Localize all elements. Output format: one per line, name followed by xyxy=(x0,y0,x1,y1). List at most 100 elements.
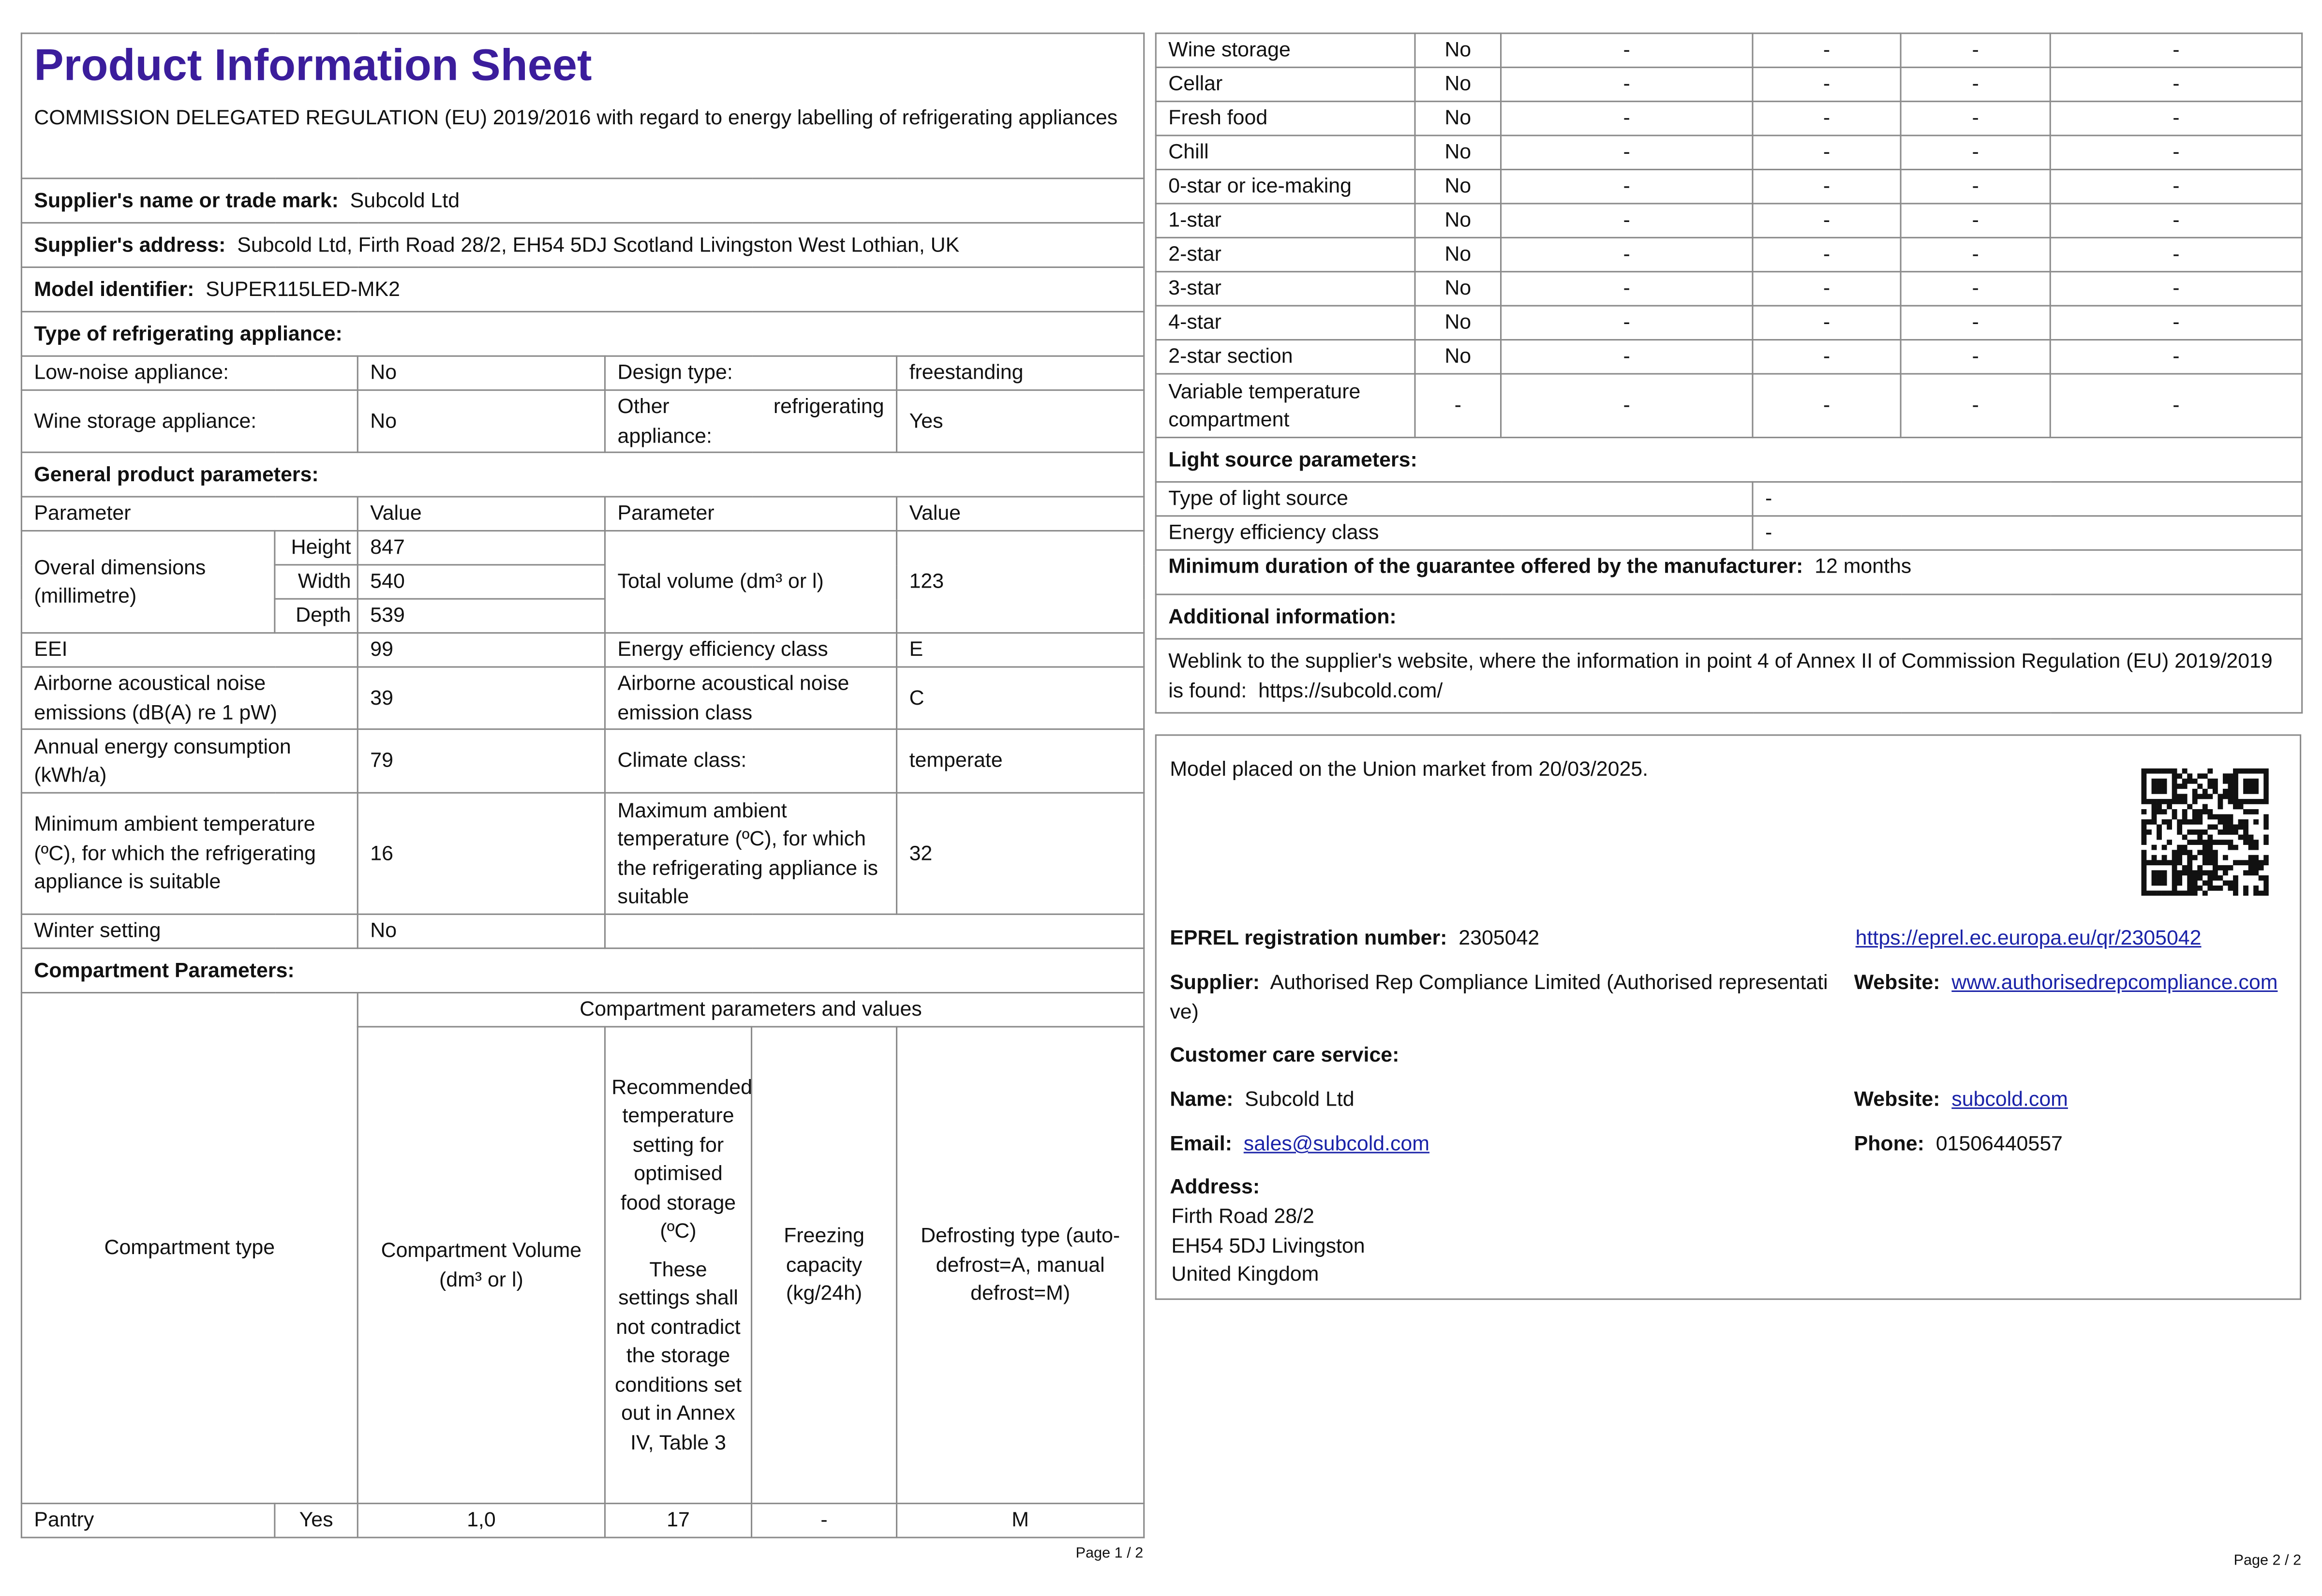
cell: - xyxy=(1900,32,2051,68)
qr-module xyxy=(2218,798,2223,804)
qr-module xyxy=(2141,880,2147,886)
element: EPREL registration number: 2305042 xyxy=(1170,924,1539,953)
qr-module xyxy=(2151,798,2157,804)
qr-module xyxy=(2228,814,2233,820)
qr-module xyxy=(2172,865,2177,871)
cell: 123 xyxy=(896,530,1145,634)
regulation: COMMISSION DELEGATED REGULATION (EU) 201… xyxy=(34,105,1118,129)
section-heading: Additional information: xyxy=(1155,593,2303,640)
qr-module xyxy=(2197,850,2203,856)
qr-module xyxy=(2212,850,2218,856)
qr-module xyxy=(2243,860,2248,866)
qr-module xyxy=(2218,804,2223,810)
qr-module xyxy=(2258,875,2264,881)
qr-module xyxy=(2263,824,2269,830)
qr-module xyxy=(2263,788,2269,794)
qr-module xyxy=(2141,865,2147,871)
qr-module xyxy=(2212,885,2218,891)
qr-module xyxy=(2151,890,2157,896)
cell: - xyxy=(2049,101,2303,136)
eprel-link[interactable]: https://eprel.ec.europa.eu/qr/2305042 xyxy=(1855,925,2202,949)
qr-module xyxy=(2207,834,2213,840)
table-row: Minimum duration of the guarantee offere… xyxy=(1155,549,2303,595)
cell: M xyxy=(896,1503,1145,1538)
cell: temperate xyxy=(896,728,1145,794)
element: https://eprel.ec.europa.eu/qr/2305042 xyxy=(1856,924,2202,953)
qr-module xyxy=(2192,809,2198,814)
cell: - xyxy=(1752,203,1902,238)
qr-module xyxy=(2263,814,2269,820)
cell: No xyxy=(1414,339,1502,375)
table-row: Supplier's address: Subcold Ltd, Firth R… xyxy=(20,222,1145,268)
qr-module xyxy=(2141,855,2147,860)
empty-cell xyxy=(604,913,1145,949)
table-row: Compartment Volume (dm³ or l) Recommende… xyxy=(21,1026,1145,1505)
qr-module xyxy=(2222,829,2228,835)
qr-module xyxy=(2228,885,2233,891)
element: Website: www.authorisedrepcompliance.com xyxy=(1854,968,2284,997)
qr-module xyxy=(2253,819,2259,825)
cell: No xyxy=(1414,168,1502,205)
qr-module xyxy=(2222,855,2228,860)
cell: Wine storage xyxy=(1155,32,1416,68)
qr-module xyxy=(2243,890,2248,896)
element: Phone: 01506440557 xyxy=(1854,1130,2063,1159)
qr-module xyxy=(2157,783,2162,789)
qr-module xyxy=(2228,819,2233,825)
email-link[interactable]: sales@subcold.com xyxy=(1243,1131,1429,1155)
element: Product Information Sheet COMMISSION DEL… xyxy=(20,32,1145,1538)
cell: No xyxy=(1414,305,1502,341)
website-link[interactable]: www.authorisedrepcompliance.com xyxy=(1951,970,2278,994)
cell: No xyxy=(1414,32,1502,68)
cell: No xyxy=(1414,101,1502,136)
qr-module xyxy=(2243,809,2248,814)
cell: 32 xyxy=(896,792,1145,915)
cell: - xyxy=(1500,305,1754,341)
qr-module xyxy=(2207,885,2213,891)
cell: - xyxy=(1752,101,1902,136)
cell: 39 xyxy=(357,666,606,730)
cell: - xyxy=(1900,339,2051,375)
element: Name: Subcold Ltd xyxy=(1170,1085,1354,1114)
compartment-row: Variable temperature compartment - - - - - xyxy=(1155,373,2303,439)
qr-module xyxy=(2141,890,2147,896)
qr-module xyxy=(2161,890,2167,896)
qr-module xyxy=(2263,783,2269,789)
qr-module xyxy=(2253,844,2259,850)
qr-module xyxy=(2238,768,2244,774)
qr-module xyxy=(2233,768,2238,774)
value: SUPER115LED-MK2 xyxy=(206,276,401,300)
table-row: Winter setting No xyxy=(20,913,1145,949)
qr-module xyxy=(2182,865,2188,871)
cell: - xyxy=(1500,339,1754,375)
qr-module xyxy=(2218,814,2223,820)
cell: Height xyxy=(274,530,358,566)
qr-module xyxy=(2187,860,2193,866)
qr-module xyxy=(2202,850,2208,856)
column-header: Value xyxy=(357,496,606,532)
website-link[interactable]: subcold.com xyxy=(1951,1086,2068,1110)
table-row: Light source parameters: xyxy=(1155,437,2303,483)
qr-module xyxy=(2263,778,2269,784)
qr-module xyxy=(2202,804,2208,810)
qr-module xyxy=(2172,814,2177,820)
qr-module xyxy=(2161,819,2167,825)
cell: 0-star or ice-making xyxy=(1155,168,1416,205)
qr-module xyxy=(2187,865,2193,871)
qr-module xyxy=(2141,783,2147,789)
qr-module xyxy=(2228,773,2233,779)
compartment-row: Fresh food No - - - - xyxy=(1155,101,2303,136)
element: Supplier: Authorised Rep Compliance Limi… xyxy=(1170,968,1836,1026)
qr-module xyxy=(2182,890,2188,896)
cell: - xyxy=(1500,66,1754,103)
qr-module xyxy=(2228,788,2233,794)
qr-module xyxy=(2172,860,2177,866)
qr-module xyxy=(2167,798,2172,804)
qr-module xyxy=(2238,860,2244,866)
qr-module xyxy=(2141,875,2147,881)
cell: - xyxy=(1900,236,2051,273)
cell: Width xyxy=(274,564,358,600)
cell: - xyxy=(1752,66,1902,103)
element: Wine storage No - - - - Cellar No - - - - Fresh food… xyxy=(1155,32,2303,439)
qr-module xyxy=(2151,788,2157,794)
